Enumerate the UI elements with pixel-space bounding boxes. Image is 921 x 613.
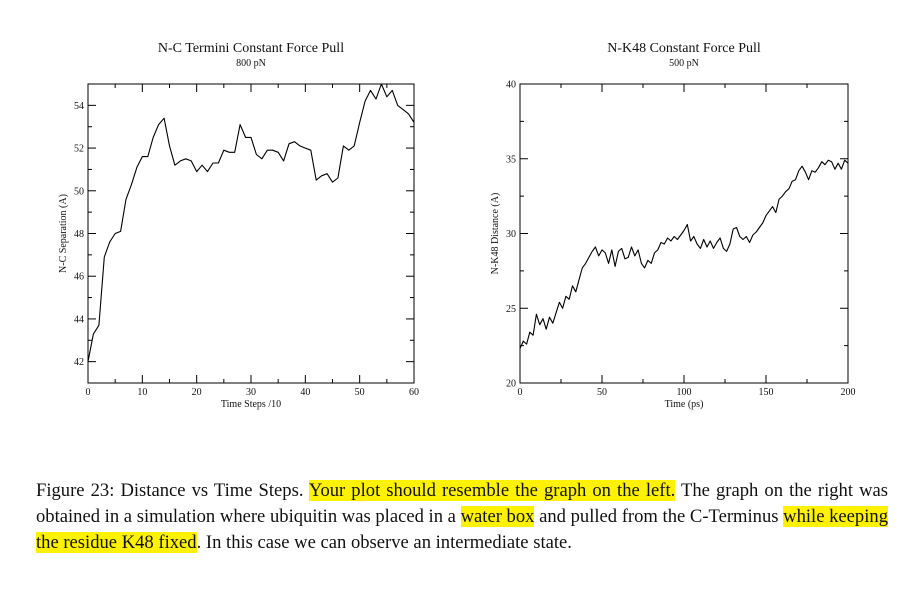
y-tick-label: 48 bbox=[74, 229, 84, 240]
series-line bbox=[87, 83, 415, 362]
caption-part-1: Figure 23: Distance vs Time Steps. bbox=[36, 480, 309, 501]
y-tick-label: 35 bbox=[506, 154, 516, 165]
caption-highlight-1: Your plot should resemble the graph on t… bbox=[308, 480, 676, 501]
chart-1: N-C Termini Constant Force Pull 800 pN 0 10… bbox=[58, 41, 419, 410]
chart-subtitle: 800 pN bbox=[236, 58, 266, 69]
plot-frame bbox=[519, 83, 849, 384]
x-tick-label: 50 bbox=[597, 387, 607, 398]
y-tick-label: 50 bbox=[74, 186, 84, 197]
x-tick-label: 200 bbox=[841, 387, 856, 398]
y-tick-label: 30 bbox=[506, 229, 516, 240]
plot-frame bbox=[87, 83, 415, 384]
caption-part-3: and pulled from the C-Terminus bbox=[534, 506, 784, 527]
caption-part-2: The graph on the right was obtained in a… bbox=[36, 480, 889, 527]
x-tick-label: 20 bbox=[192, 387, 202, 398]
y-tick-label: 42 bbox=[74, 357, 84, 368]
y-axis-label: N-K48 Distance (A) bbox=[490, 193, 501, 275]
chart-subtitle: 500 pN bbox=[669, 58, 699, 69]
x-tick-label: 0 bbox=[518, 387, 523, 398]
chart-title: N-K48 Constant Force Pull bbox=[607, 41, 761, 56]
chart-2: N-K48 Constant Force Pull 500 pN 0 50 100 150… bbox=[490, 41, 856, 410]
y-tick-label: 25 bbox=[506, 304, 516, 315]
series-line bbox=[519, 159, 849, 349]
x-tick-label: 40 bbox=[300, 387, 310, 398]
y-tick-label: 52 bbox=[74, 144, 84, 155]
chart-title: N-C Termini Constant Force Pull bbox=[158, 41, 344, 56]
caption-highlight-2: water box bbox=[460, 506, 535, 527]
figure-caption: Figure 23: Distance vs Time Steps. Your … bbox=[36, 478, 888, 556]
y-tick-label: 54 bbox=[74, 101, 84, 112]
y-tick-label: 46 bbox=[74, 272, 84, 283]
x-tick-label: 100 bbox=[677, 387, 692, 398]
x-tick-label: 30 bbox=[246, 387, 256, 398]
y-axis-label: N-C Separation (A) bbox=[58, 194, 69, 273]
x-tick-label: 10 bbox=[137, 387, 147, 398]
y-tick-label: 40 bbox=[506, 80, 516, 91]
x-tick-label: 60 bbox=[409, 387, 419, 398]
caption-part-4: . In this case we can observe an interme… bbox=[196, 532, 572, 553]
y-tick-label: 44 bbox=[74, 314, 84, 325]
y-tick-label: 20 bbox=[506, 379, 516, 390]
x-tick-label: 150 bbox=[759, 387, 774, 398]
x-tick-label: 50 bbox=[355, 387, 365, 398]
x-tick-label: 0 bbox=[86, 387, 91, 398]
x-axis-label: Time Steps /10 bbox=[221, 399, 281, 410]
x-axis-label: Time (ps) bbox=[665, 399, 704, 410]
figure-charts: N-C Termini Constant Force Pull 800 pN 0 10… bbox=[58, 41, 856, 410]
